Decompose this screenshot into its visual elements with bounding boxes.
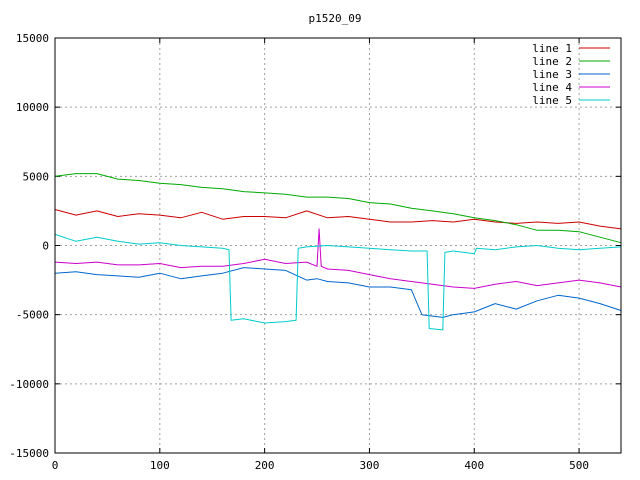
series-line-4 <box>54 228 622 289</box>
plot-frame <box>54 37 622 454</box>
chart-title: p1520_09 <box>309 12 362 25</box>
y-tick-label: 10000 <box>16 101 49 114</box>
y-tick-label: 0 <box>42 240 49 253</box>
y-tick-label: -5000 <box>16 309 49 322</box>
series-line-5 <box>54 233 622 331</box>
x-tick-label: 400 <box>464 459 484 472</box>
y-tick-label: 15000 <box>16 32 49 45</box>
x-tick-label: 100 <box>150 459 170 472</box>
x-tick-label: 300 <box>360 459 380 472</box>
series-layer <box>54 173 622 331</box>
y-tick-label: -15000 <box>9 447 49 460</box>
legend-label-1: line 1 <box>532 42 572 55</box>
tick-labels: 0 100 200 300 400 500 -15000 -10000 -5000 0 5000 10… <box>9 32 621 472</box>
legend-label-5: line 5 <box>532 94 572 107</box>
x-tick-label: 0 <box>52 459 59 472</box>
legend-label-4: line 4 <box>532 81 572 94</box>
y-tick-label: 5000 <box>23 170 50 183</box>
legend-label-3: line 3 <box>532 68 572 81</box>
y-tick-label: -10000 <box>9 378 49 391</box>
legend-label-2: line 2 <box>532 55 572 68</box>
series-line-1 <box>54 209 622 230</box>
x-tick-label: 500 <box>569 459 589 472</box>
x-tick-label: 200 <box>255 459 275 472</box>
series-line-3 <box>54 267 622 318</box>
series-line-2 <box>54 173 622 244</box>
grid <box>55 38 621 453</box>
